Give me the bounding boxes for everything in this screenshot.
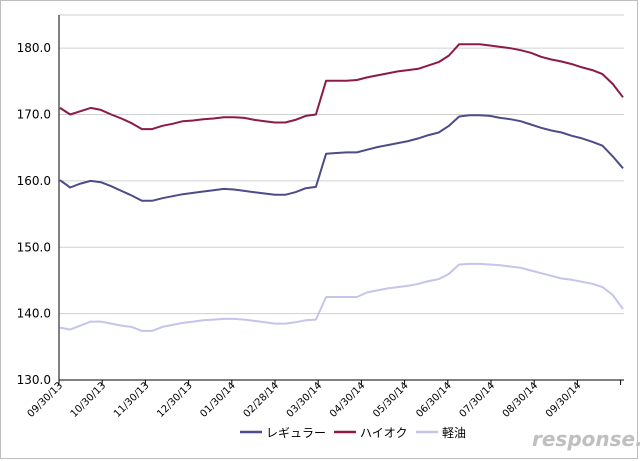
x-tick-label: 02/28/14 bbox=[242, 380, 282, 420]
x-tick-labels: 09/30/13 10/30/13 11/30/13 12/30/13 01/30/14… bbox=[26, 380, 584, 420]
x-tick-label: 08/30/14 bbox=[501, 380, 541, 420]
x-tick-label: 04/30/14 bbox=[328, 380, 368, 420]
y-tick-label: 140.0 bbox=[17, 307, 51, 321]
y-tick-label: 150.0 bbox=[17, 240, 51, 254]
x-tick-label: 07/30/14 bbox=[458, 380, 498, 420]
x-tick-label: 10/30/13 bbox=[69, 380, 109, 420]
series-line-1 bbox=[59, 43, 624, 131]
x-tick-label: 06/30/14 bbox=[414, 380, 454, 420]
series-line-2 bbox=[59, 262, 624, 332]
watermark-text: response. bbox=[532, 427, 640, 451]
axes bbox=[58, 15, 624, 385]
x-tick-label: 12/30/13 bbox=[155, 380, 195, 420]
watermark: response. bbox=[532, 427, 640, 451]
y-tick-label: 170.0 bbox=[17, 108, 51, 122]
y-tick-label: 180.0 bbox=[17, 41, 51, 55]
x-tick-label: 09/30/14 bbox=[544, 380, 584, 420]
x-tick-label: 01/30/14 bbox=[198, 380, 238, 420]
y-tick-label: 160.0 bbox=[17, 174, 51, 188]
gridlines bbox=[59, 14, 624, 315]
y-tick-label: 130.0 bbox=[17, 373, 51, 387]
legend: レギュラー ハイオク 軽油 bbox=[240, 426, 466, 440]
series-lines bbox=[59, 43, 624, 332]
x-tick-label: 11/30/13 bbox=[112, 380, 152, 420]
x-tick-label: 03/30/14 bbox=[285, 380, 325, 420]
legend-label-0: レギュラー bbox=[266, 426, 326, 440]
legend-label-1: ハイオク bbox=[360, 426, 408, 440]
series-line-0 bbox=[59, 114, 624, 202]
legend-label-2: 軽油 bbox=[442, 426, 466, 440]
x-tick-label: 05/30/14 bbox=[371, 380, 411, 420]
y-tick-labels: 180.0 170.0 160.0 150.0 140.0 130.0 bbox=[17, 41, 51, 387]
